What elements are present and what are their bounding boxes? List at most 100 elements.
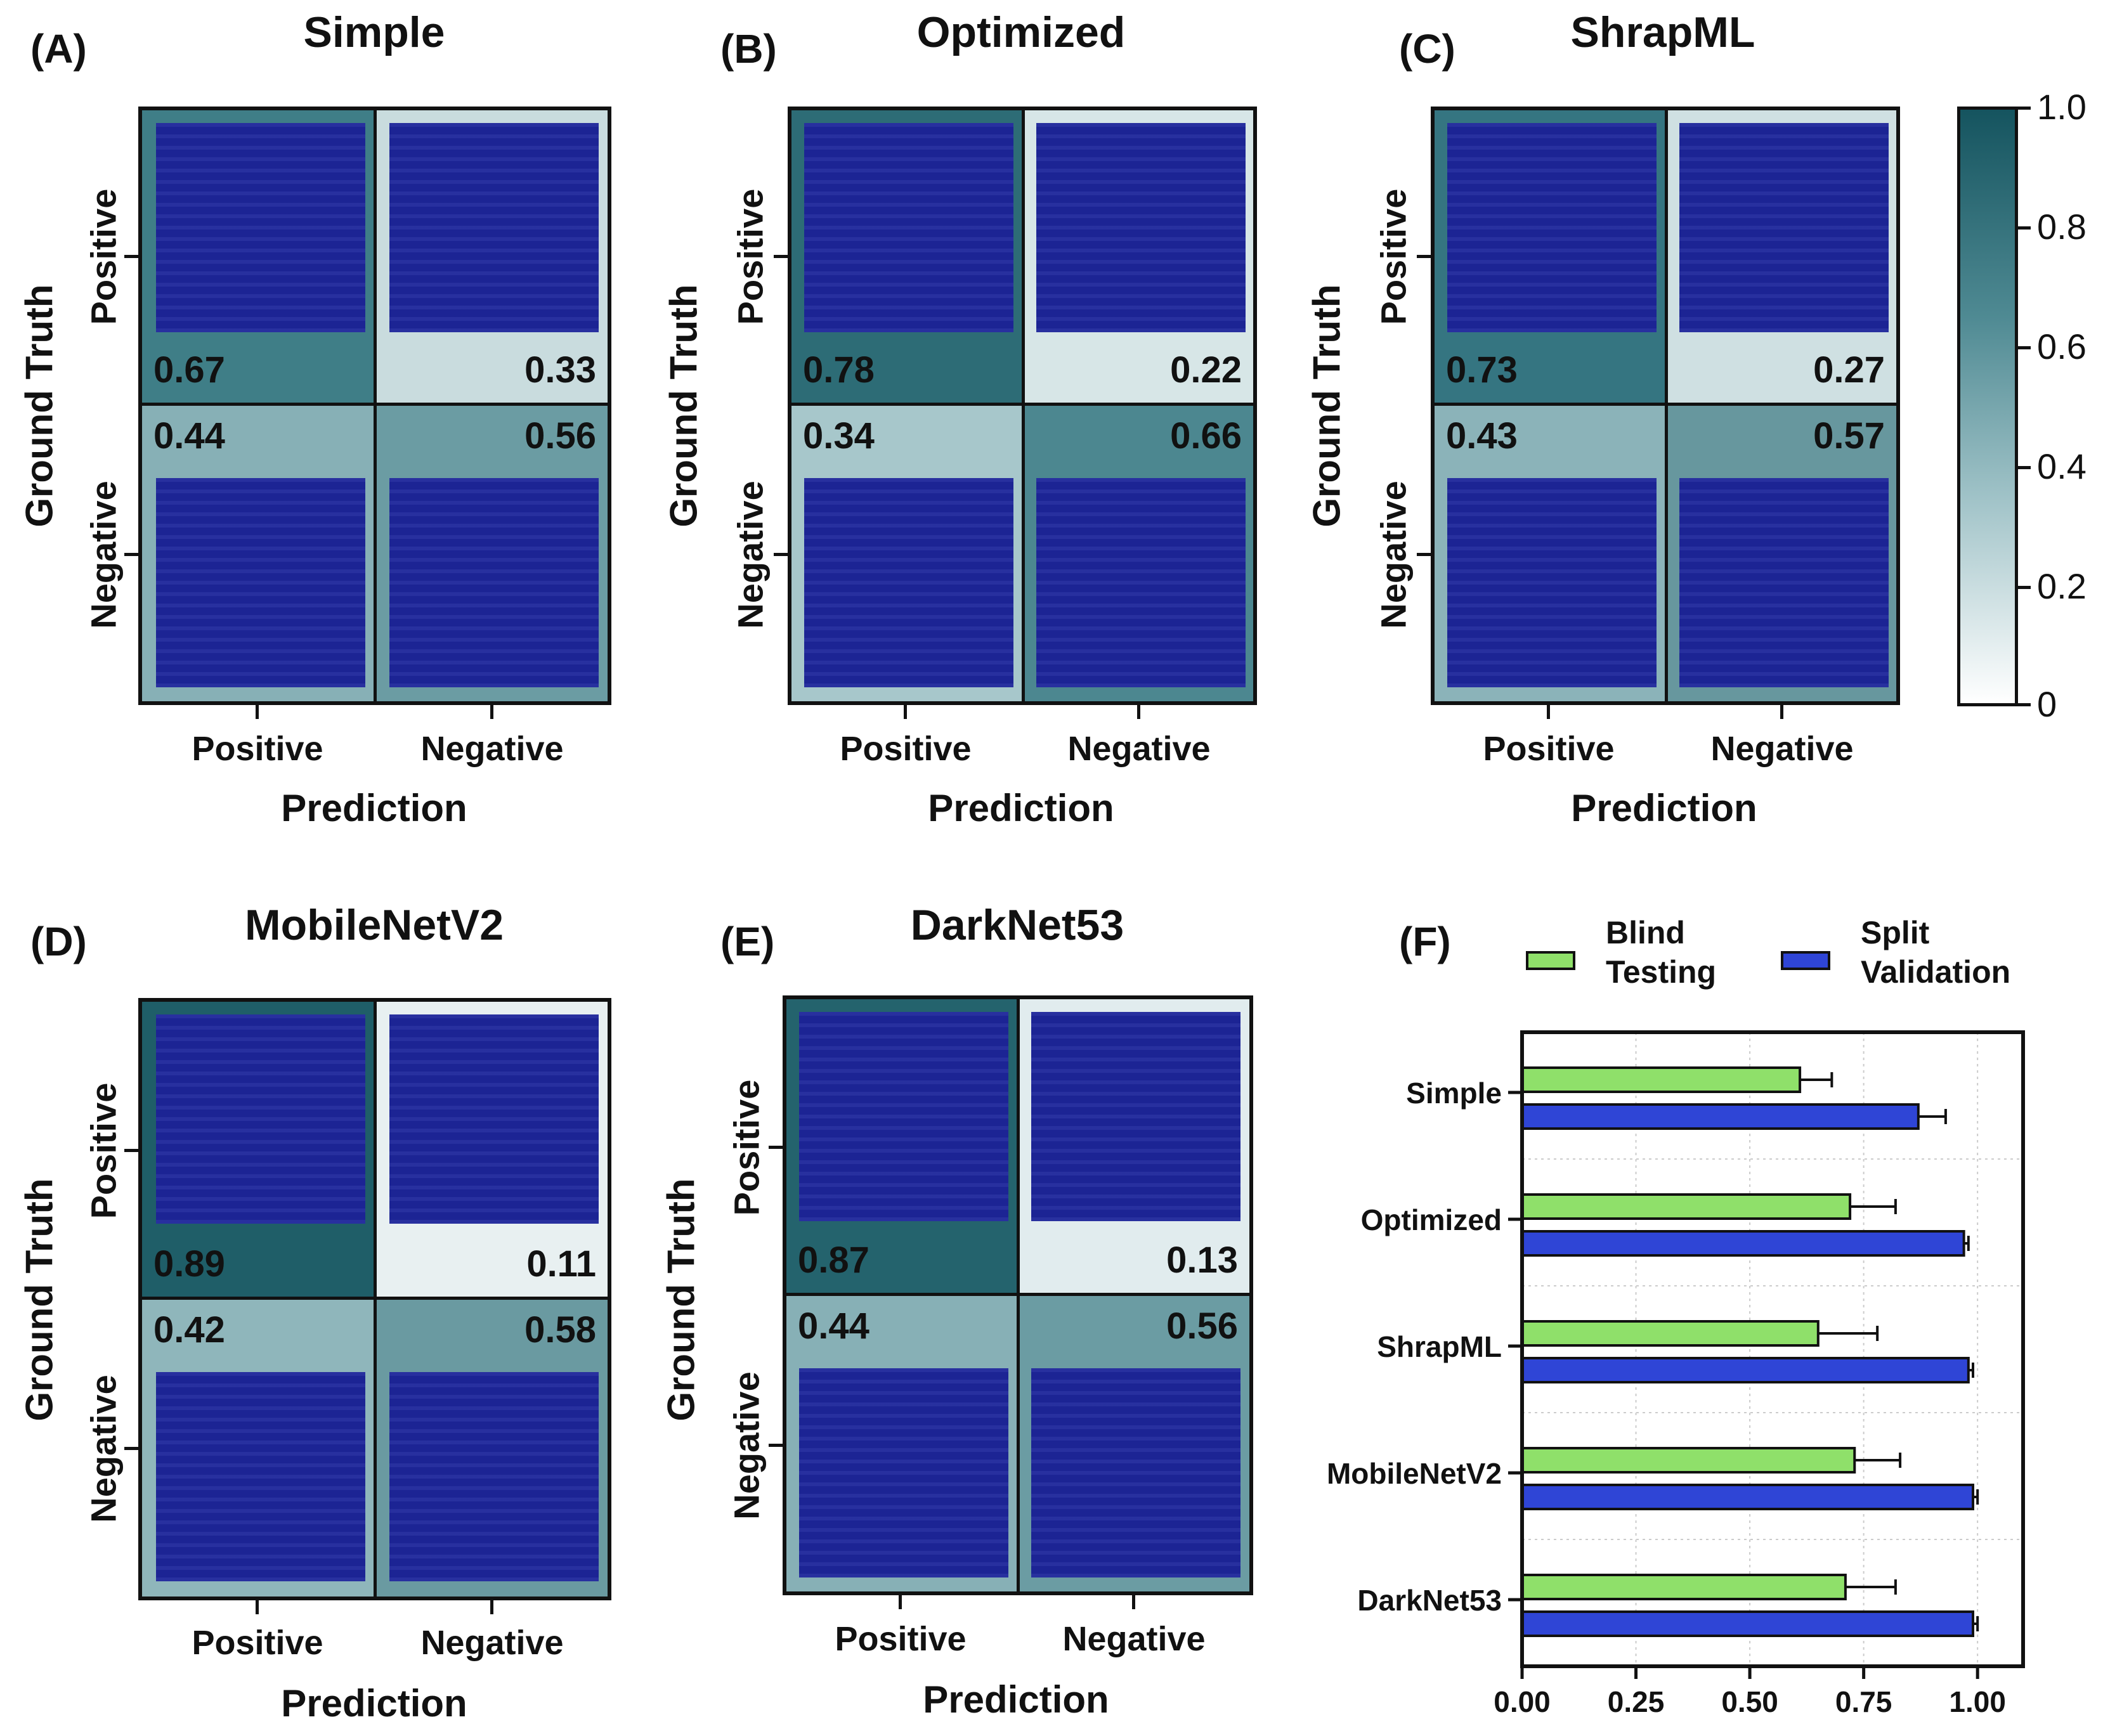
legend-label: Validation <box>1861 954 2010 990</box>
x-class-positive: Positive <box>835 1620 967 1658</box>
y-axis-title: Ground Truth <box>18 284 61 528</box>
accuracy-bar-chart: Simple Optimized ShrapML MobileNetV2 DarkNet… <box>1327 915 2025 1718</box>
panel-label: (C) <box>1399 26 1455 72</box>
cell-fp: 0.34 <box>791 406 1025 701</box>
cell-fp: 0.44 <box>786 1296 1020 1591</box>
cell-value: 0.78 <box>803 349 875 391</box>
colorbar-gradient <box>1957 107 2018 706</box>
x-tick-label: 0.25 <box>1608 1685 1665 1718</box>
cell-tn: 0.66 <box>1025 406 1253 701</box>
plot-frame <box>1520 1030 2025 1668</box>
cell-value: 0.44 <box>798 1305 869 1347</box>
y-class-negative: Negative <box>726 1371 767 1520</box>
heatmap-image <box>156 1014 365 1224</box>
y-class-negative: Negative <box>83 1375 124 1523</box>
cell-fp: 0.44 <box>142 406 377 701</box>
cell-fn: 0.13 <box>1020 999 1249 1296</box>
x-tick-label: 0.00 <box>1494 1685 1551 1718</box>
cell-tn: 0.56 <box>377 406 608 701</box>
y-axis-title: Ground Truth <box>662 284 705 528</box>
cell-fn: 0.22 <box>1025 110 1253 406</box>
cell-value: 0.73 <box>1446 349 1518 391</box>
cell-tn: 0.57 <box>1668 406 1896 701</box>
y-class-positive: Positive <box>83 188 124 325</box>
cell-value: 0.66 <box>1170 415 1242 457</box>
x-class-negative: Negative <box>1067 730 1211 768</box>
x-class-positive: Positive <box>192 730 323 768</box>
legend-label: Blind <box>1606 915 1685 950</box>
confusion-matrix: 0.67 0.33 0.44 0.56 <box>138 107 611 705</box>
cell-tn: 0.58 <box>377 1300 608 1597</box>
panel-title: ShrapML <box>1570 8 1755 56</box>
x-axis-title: Prediction <box>1571 787 1757 829</box>
x-class-negative: Negative <box>420 1624 564 1662</box>
heatmap-image <box>1447 478 1657 687</box>
cell-fp: 0.42 <box>142 1300 377 1597</box>
y-class-negative: Negative <box>83 481 124 629</box>
heatmap-image <box>1679 478 1889 687</box>
heatmap-image <box>389 1372 599 1581</box>
colorbar-tick: 0.2 <box>2037 566 2087 606</box>
cell-value: 0.22 <box>1170 349 1242 391</box>
heatmap-image <box>1447 123 1657 332</box>
category-label: DarkNet53 <box>1357 1584 1502 1617</box>
cell-value: 0.42 <box>153 1309 225 1351</box>
heatmap-image <box>799 1368 1008 1577</box>
panel-label: (E) <box>720 919 775 964</box>
x-class-negative: Negative <box>1062 1620 1206 1658</box>
y-axis-title: Ground Truth <box>660 1178 703 1422</box>
bar-blind-testing <box>1521 1320 1820 1347</box>
x-tick-label: 0.75 <box>1835 1685 1892 1718</box>
heatmap-image <box>389 478 599 687</box>
panel-label: (F) <box>1399 919 1451 964</box>
x-class-negative: Negative <box>1710 730 1854 768</box>
category-label: MobileNetV2 <box>1327 1457 1502 1490</box>
colorbar-tick: 0.8 <box>2037 207 2087 247</box>
cell-value: 0.27 <box>1813 349 1885 391</box>
x-axis-title: Prediction <box>928 787 1114 829</box>
x-class-positive: Positive <box>192 1624 323 1662</box>
y-class-positive: Positive <box>730 188 771 325</box>
panel-title: DarkNet53 <box>910 901 1124 949</box>
bar-blind-testing <box>1521 1066 1802 1093</box>
cell-value: 0.56 <box>524 415 596 457</box>
cell-value: 0.87 <box>798 1240 869 1281</box>
cell-value: 0.11 <box>526 1243 596 1285</box>
y-class-negative: Negative <box>730 481 771 629</box>
heatmap-image <box>156 123 365 332</box>
category-label: Simple <box>1406 1077 1502 1110</box>
cell-value: 0.58 <box>524 1309 596 1351</box>
heatmap-image <box>799 1012 1008 1221</box>
cell-value: 0.56 <box>1166 1305 1238 1347</box>
bar-blind-testing <box>1521 1574 1847 1600</box>
panel-title: MobileNetV2 <box>244 901 504 949</box>
heatmap-image <box>156 478 365 687</box>
bar-blind-testing <box>1521 1447 1856 1474</box>
colorbar-tick: 0.6 <box>2037 327 2087 366</box>
confusion-matrix: 0.73 0.27 0.43 0.57 <box>1431 107 1900 705</box>
panel-title: Simple <box>303 8 445 56</box>
category-label: Optimized <box>1361 1203 1502 1236</box>
confusion-matrix: 0.78 0.22 0.34 0.66 <box>788 107 1257 705</box>
heatmap-image <box>1036 123 1246 332</box>
legend-label: Split <box>1861 915 1930 950</box>
panel-label: (A) <box>30 26 87 72</box>
x-class-positive: Positive <box>840 730 972 768</box>
cell-tp: 0.67 <box>142 110 377 406</box>
cell-fn: 0.33 <box>377 110 608 406</box>
bar-split-validation <box>1521 1610 1974 1637</box>
cell-tp: 0.78 <box>791 110 1025 406</box>
confusion-matrix: 0.87 0.13 0.44 0.56 <box>783 995 1253 1595</box>
colorbar-tick: 0 <box>2037 684 2057 724</box>
cell-fn: 0.11 <box>377 1002 608 1300</box>
bar-blind-testing <box>1521 1193 1852 1220</box>
heatmap-image <box>389 123 599 332</box>
x-axis-title: Prediction <box>923 1678 1109 1721</box>
x-tick-label: 1.00 <box>1949 1685 2006 1718</box>
legend-swatch <box>1781 951 1830 970</box>
legend-label: Testing <box>1606 954 1716 990</box>
heatmap-image <box>1031 1368 1240 1577</box>
cell-value: 0.34 <box>803 415 875 457</box>
heatmap-image <box>1036 478 1246 687</box>
heatmap-image <box>804 478 1013 687</box>
